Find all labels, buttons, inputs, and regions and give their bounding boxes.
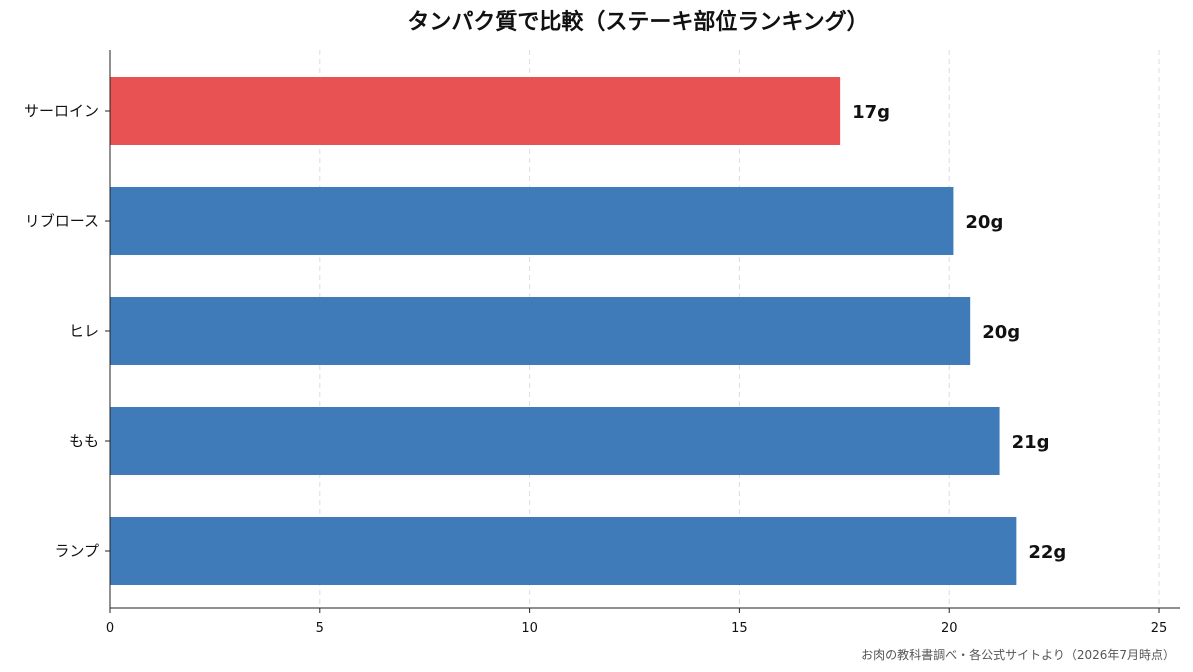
bar (110, 77, 841, 145)
y-tick-label: ヒレ (69, 322, 99, 340)
data-label: 17g (852, 102, 890, 123)
x-tick-label: 25 (1151, 621, 1168, 636)
y-tick-label: リブロース (25, 212, 99, 230)
bar (110, 407, 1000, 475)
bar (110, 187, 954, 255)
data-label: 22g (1028, 542, 1066, 563)
source-note: お肉の教科書調べ・各公式サイトより（2026年7月時点） (861, 647, 1175, 662)
data-label: 21g (1012, 432, 1050, 453)
x-tick-labels: 0 5 10 15 20 25 (106, 608, 1167, 636)
bar (110, 517, 1017, 585)
bars (110, 77, 1017, 585)
bar (110, 297, 971, 365)
x-tick-label: 15 (731, 621, 748, 636)
x-tick-label: 10 (521, 621, 538, 636)
data-labels: 17g 20g 20g 21g 22g (852, 102, 1066, 563)
x-tick-label: 20 (941, 621, 958, 636)
x-tick-label: 0 (106, 621, 114, 636)
y-tick-label: ランプ (54, 542, 99, 560)
chart-title: タンパク質で比較（ステーキ部位ランキング） (407, 9, 868, 35)
data-label: 20g (982, 322, 1020, 343)
x-tick-label: 5 (316, 621, 324, 636)
data-label: 20g (965, 212, 1003, 233)
y-tick-label: サーロイン (24, 102, 99, 120)
y-tick-label: もも (69, 432, 99, 450)
